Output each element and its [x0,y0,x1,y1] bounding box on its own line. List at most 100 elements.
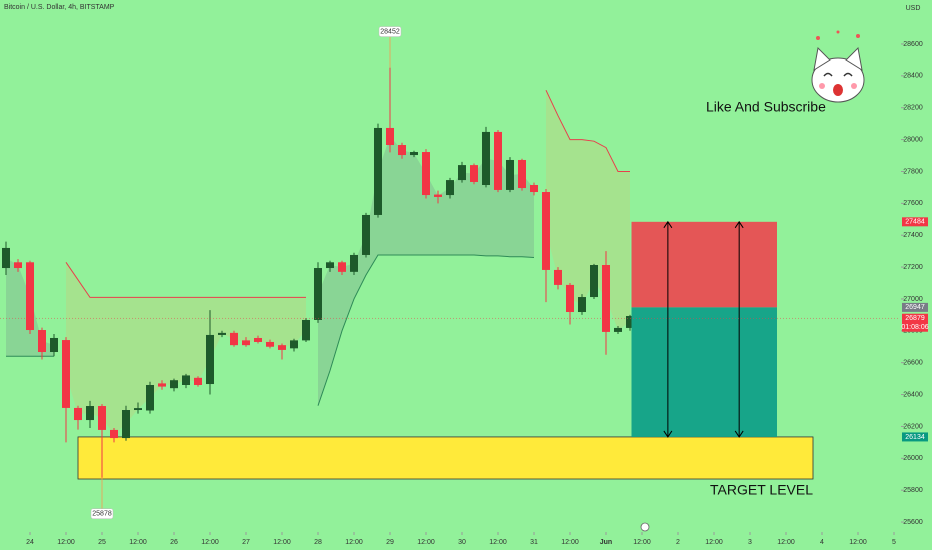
x-tick-label: 31 [530,539,538,546]
x-tick-label: 12:00 [489,539,507,546]
x-tick-label: 12:00 [561,539,579,546]
indicator-fill [66,262,306,434]
candle-body [134,408,142,411]
candle-body [458,165,466,181]
y-tick-label: 27200 [903,264,923,271]
annotation: Like And Subscribe [706,99,826,115]
candle-body [62,340,70,408]
candle-body [338,262,346,272]
candle-body [566,284,574,313]
candle-body [410,152,418,156]
y-tick-label: 27800 [903,168,923,175]
target-area [631,307,777,437]
candle-body [434,194,442,197]
candle-body [206,334,214,385]
x-tick-label: Jun [600,539,612,546]
y-tick-label: 28600 [903,41,923,48]
x-tick-label: 25 [98,539,106,546]
candle-body [614,327,622,332]
target-zone [77,436,814,480]
indicator-fill [318,136,534,406]
candle-body [542,192,550,270]
candle-body [302,319,310,341]
candle-body [530,185,538,193]
x-tick-label: 12:00 [705,539,723,546]
candle-body [50,337,58,353]
candle-body [122,410,130,439]
candle-body [626,315,634,328]
candle-body [326,262,334,269]
y-tick-label: 26000 [903,455,923,462]
x-tick-label: 4 [820,539,824,546]
x-tick-label: 30 [458,539,466,546]
countdown: 01:08:06 [901,324,928,331]
candle-body [26,262,34,331]
indicator-line [65,89,630,298]
price-tag [902,432,928,442]
price-tag-label: 27484 [905,219,925,226]
y-tick-label: 26200 [903,423,923,430]
indicator-line [6,254,535,406]
x-tick-label: 3 [748,539,752,546]
price-tag [902,217,928,227]
candle-body [374,127,382,215]
candle-body [590,265,598,298]
x-tick-label: 12:00 [633,539,651,546]
x-tick-label: 12:00 [345,539,363,546]
candle-body [14,262,22,269]
extreme-label: 28452 [380,28,400,35]
zone-label: TARGET LEVEL [710,482,813,498]
extreme-box [90,508,114,519]
y-tick-label: 25600 [903,519,923,526]
x-tick-label: 24 [26,539,34,546]
x-tick-label: 29 [386,539,394,546]
price-tag-label: 26879 [905,315,925,322]
y-tick-label: 28400 [903,73,923,80]
y-tick-label: 27400 [903,232,923,239]
x-tick-label: 27 [242,539,250,546]
x-tick-label: 12:00 [777,539,795,546]
x-tick-label: 5 [892,539,896,546]
arrow-head [734,220,744,438]
candle-body [86,406,94,421]
candle-body [386,127,394,146]
candle-body [146,384,154,411]
price-tag-label: 26134 [905,434,925,441]
candle-body [446,180,454,196]
candle-body [602,265,610,332]
stop-area [631,221,777,308]
y-tick-label: 27000 [903,296,923,303]
candle-body [518,159,526,189]
extreme-box [378,26,402,37]
candle-body [506,159,514,190]
event-icon[interactable] [640,522,650,532]
arrow-head [663,220,673,438]
candle-body [218,332,226,335]
x-tick-label: 2 [676,539,680,546]
candle-body [182,375,190,385]
y-tick-label: 27600 [903,200,923,207]
candle-body [482,131,490,186]
y-tick-label: 28000 [903,136,923,143]
candle-body [170,380,178,389]
y-tick-label: 26400 [903,391,923,398]
candle-body [74,407,82,421]
candle-body [266,341,274,347]
y-tick-label: 25800 [903,487,923,494]
candle-body [290,340,298,349]
candle-body [98,406,106,430]
x-tick-label: 12:00 [57,539,75,546]
y-tick-label: 26600 [903,360,923,367]
candle-body [2,247,10,269]
candle-body [350,254,358,272]
candle-body [158,383,166,387]
candle-body [38,330,46,353]
candle-body [494,131,502,190]
candle-body [254,337,262,342]
x-tick-label: 28 [314,539,322,546]
price-tag [902,313,928,332]
price-tag-label: 26947 [905,304,925,311]
candle-body [278,345,286,350]
candle-body [578,297,586,313]
